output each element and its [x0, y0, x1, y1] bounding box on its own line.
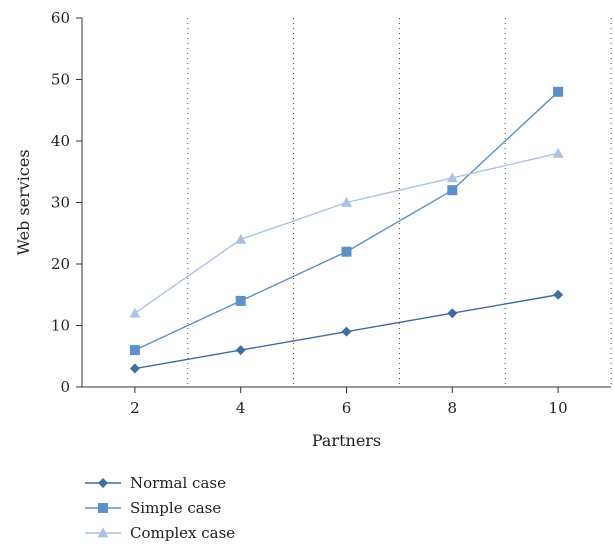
data-point-simple-case — [235, 295, 246, 306]
data-point-normal-case — [235, 345, 246, 356]
data-point-simple-case — [341, 246, 352, 257]
y-tick-label: 10 — [51, 317, 70, 335]
data-point-simple-case — [129, 345, 140, 356]
x-axis-title: Partners — [312, 431, 381, 450]
y-tick-label: 30 — [51, 194, 70, 212]
series-complex-case — [129, 147, 564, 318]
data-point-complex-case — [235, 233, 247, 244]
legend-marker — [97, 527, 109, 538]
data-point-complex-case — [446, 172, 458, 183]
legend-marker — [98, 478, 108, 488]
legend-item-complex-case: Complex case — [85, 524, 235, 542]
legend-label: Normal case — [130, 474, 226, 492]
legend-label: Simple case — [130, 499, 221, 517]
data-point-normal-case — [553, 289, 564, 300]
y-tick-label: 0 — [60, 378, 70, 396]
x-axis-ticks: 2 4 6 8 10 — [130, 387, 568, 417]
y-tick-label: 40 — [51, 132, 70, 150]
data-point-normal-case — [341, 326, 352, 337]
x-tick-label: 8 — [448, 399, 458, 417]
data-point-complex-case — [552, 147, 564, 158]
data-point-complex-case — [129, 307, 141, 318]
y-tick-label: 50 — [51, 71, 70, 89]
y-tick-label: 60 — [51, 9, 70, 27]
data-point-normal-case — [129, 363, 140, 374]
y-axis-title: Web services — [14, 149, 33, 255]
y-tick-label: 20 — [51, 255, 70, 273]
series-normal-case — [129, 289, 564, 374]
data-point-normal-case — [447, 308, 458, 319]
data-point-simple-case — [553, 86, 564, 97]
gridlines — [187, 18, 612, 387]
series-simple-case — [129, 86, 564, 356]
x-tick-label: 6 — [342, 399, 352, 417]
series-group — [129, 86, 564, 374]
data-point-complex-case — [341, 197, 352, 207]
x-tick-label: 2 — [130, 399, 140, 417]
y-axis-ticks: 0 10 20 30 40 50 60 — [51, 9, 82, 396]
legend-item-simple-case: Simple case — [85, 499, 221, 517]
data-point-simple-case — [447, 185, 458, 196]
legend: Normal case Simple case Complex case — [85, 474, 235, 542]
series-line-complex-case — [134, 152, 559, 314]
x-tick-label: 10 — [549, 399, 568, 417]
x-tick-label: 4 — [236, 399, 246, 417]
legend-label: Complex case — [130, 524, 235, 542]
legend-marker — [98, 503, 108, 513]
legend-item-normal-case: Normal case — [85, 474, 226, 492]
series-line-simple-case — [134, 91, 559, 351]
